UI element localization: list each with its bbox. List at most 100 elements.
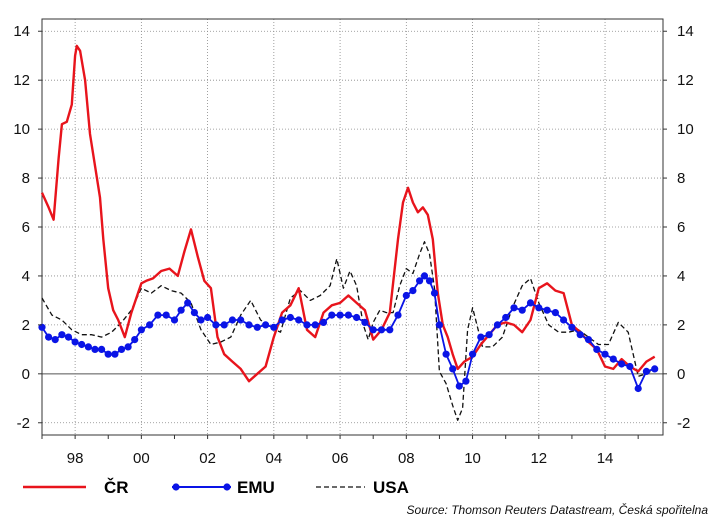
emu-point	[84, 343, 92, 351]
emu-point	[369, 326, 377, 334]
emu-point	[551, 309, 560, 317]
y-tick-label-right: 10	[677, 121, 694, 138]
emu-point	[420, 272, 429, 280]
emu-point	[535, 304, 543, 312]
y-tick-label-right: -2	[677, 415, 690, 432]
x-tick-label: 08	[398, 450, 415, 467]
emu-point	[78, 340, 86, 349]
emu-point	[220, 321, 228, 329]
x-tick-label: 98	[67, 450, 84, 467]
emu-point	[502, 313, 510, 322]
emu-point	[543, 306, 551, 314]
emu-point	[416, 277, 424, 285]
emu-point	[601, 350, 609, 358]
emu-point	[190, 309, 198, 317]
emu-point	[409, 287, 417, 295]
emu-point	[526, 299, 535, 307]
emu-point	[328, 311, 336, 319]
y-tick-label-left: 4	[22, 268, 30, 285]
emu-point	[353, 313, 361, 322]
emu-point	[469, 350, 477, 358]
y-tick-label-left: 10	[13, 121, 30, 138]
series-line-2	[41, 241, 656, 421]
emu-point	[455, 382, 463, 390]
legend-label-1: EMU	[237, 478, 275, 497]
emu-point	[51, 336, 59, 344]
legend-marker	[223, 483, 231, 491]
emu-point	[270, 323, 278, 331]
emu-point	[336, 311, 344, 319]
emu-point	[576, 331, 584, 339]
emu-point	[170, 316, 179, 324]
emu-point	[64, 333, 73, 341]
y-tick-label-left: 0	[22, 366, 30, 383]
emu-point	[197, 316, 205, 324]
emu-point	[584, 336, 593, 344]
x-tick-label: 14	[597, 450, 614, 467]
emu-point	[212, 321, 220, 329]
y-tick-label-right: 0	[677, 366, 685, 383]
emu-point	[442, 350, 450, 358]
emu-point	[146, 321, 154, 329]
series-line-1	[41, 274, 655, 390]
x-tick-label: 00	[133, 450, 150, 467]
emu-point	[311, 321, 319, 329]
emu-point	[568, 323, 576, 331]
emu-point	[485, 331, 493, 339]
emu-point	[237, 316, 245, 324]
emu-point	[154, 311, 162, 319]
legend-label-0: ČR	[104, 478, 129, 497]
x-tick-label: 02	[199, 450, 216, 467]
x-tick-label: 04	[265, 450, 282, 467]
emu-point	[38, 323, 46, 331]
emu-point	[184, 299, 192, 307]
legend: ČR EMU USA	[23, 478, 409, 497]
y-tick-label-right: 14	[677, 23, 694, 40]
emu-point	[117, 345, 126, 353]
series-line-0	[40, 44, 656, 383]
emu-point	[344, 311, 352, 319]
x-tick-label: 06	[332, 450, 349, 467]
y-tick-label-left: 14	[13, 23, 30, 40]
y-tick-label-left: 12	[13, 72, 30, 89]
emu-point	[278, 316, 286, 324]
x-tick-label: 10	[464, 450, 481, 467]
series-layer	[38, 44, 659, 421]
emu-point	[295, 316, 303, 324]
grid	[42, 19, 663, 435]
emu-point	[377, 326, 386, 334]
emu-point	[361, 318, 369, 326]
y-tick-label-left: 8	[22, 170, 30, 187]
emu-point	[45, 333, 53, 341]
emu-point	[245, 321, 253, 329]
emu-point	[593, 345, 601, 353]
emu-point	[651, 365, 659, 373]
y-tick-label-right: 12	[677, 72, 694, 89]
emu-point	[609, 355, 617, 363]
emu-point	[510, 304, 518, 312]
source-note: Source: Thomson Reuters Datastream, Česk…	[406, 503, 708, 517]
emu-point	[626, 362, 634, 371]
y-tick-label-left: -2	[17, 415, 30, 432]
emu-point	[58, 331, 66, 339]
emu-point	[91, 345, 99, 353]
emu-point	[71, 338, 79, 346]
emu-point	[560, 316, 568, 324]
emu-point	[477, 333, 485, 341]
emu-point	[262, 321, 270, 329]
emu-point	[98, 345, 106, 353]
emu-point	[104, 350, 112, 358]
emu-point	[303, 321, 311, 329]
emu-point	[518, 306, 526, 314]
emu-point	[618, 360, 626, 368]
emu-point	[124, 343, 132, 351]
emu-point	[111, 350, 119, 358]
emu-point	[137, 326, 145, 334]
emu-point	[634, 384, 642, 393]
emu-point	[204, 313, 212, 322]
legend-label-2: USA	[373, 478, 409, 497]
y-tick-label-right: 6	[677, 219, 685, 236]
y-tick-label-left: 2	[22, 317, 30, 334]
